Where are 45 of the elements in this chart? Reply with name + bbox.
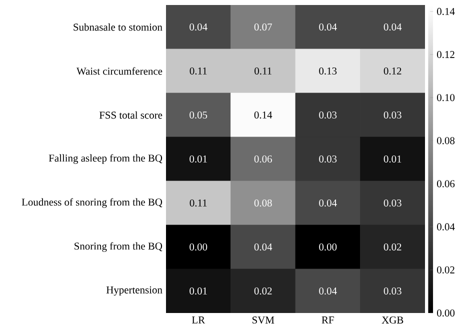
data-label: 0.11 [190, 199, 207, 207]
x-tick-label: LR [192, 316, 206, 324]
x-tick-label: RF [322, 316, 334, 324]
y-tick-label: Falling asleep from the BQ [48, 154, 162, 164]
data-label: 0.04 [190, 23, 208, 31]
data-label: 0.03 [384, 287, 402, 295]
color-bar-label: 0.00 [437, 309, 455, 317]
data-label: 0.04 [319, 23, 337, 31]
data-label: 0.04 [384, 23, 402, 31]
data-label: 0.01 [384, 155, 402, 163]
data-label: 0.03 [319, 155, 337, 163]
color-bar-label: 0.06 [437, 180, 455, 188]
color-bar-label: 0.08 [437, 137, 455, 144]
data-label: 0.13 [319, 67, 337, 75]
data-label: 0.04 [254, 243, 272, 251]
data-label: 0.06 [254, 155, 272, 163]
x-tick-label: SVM [252, 316, 274, 324]
color-bar-label: 0.10 [437, 94, 455, 102]
data-label: 0.02 [254, 287, 272, 295]
data-label: 0.00 [319, 243, 337, 251]
data-label: 0.12 [384, 67, 402, 75]
data-label: 0.00 [190, 243, 208, 251]
y-tick-label: Snoring from the BQ [74, 242, 162, 252]
data-label: 0.14 [254, 111, 272, 119]
y-tick-label: Loudness of snoring from the BQ [22, 198, 162, 208]
y-tick-label: Waist circumference [76, 67, 162, 75]
data-label: 0.05 [190, 111, 208, 119]
data-label: 0.11 [254, 67, 272, 75]
y-tick-label: Subnasale to stomion [74, 23, 162, 31]
x-tick-label: XGB [382, 316, 404, 324]
data-label: 0.11 [190, 67, 207, 75]
color-bar-label: 0.04 [437, 223, 455, 230]
data-label: 0.01 [190, 155, 207, 163]
data-label: 0.08 [254, 199, 272, 207]
color-bar-label: 0.14 [437, 8, 455, 16]
data-label: 0.02 [384, 243, 402, 251]
y-tick-label: Hypertension [106, 286, 162, 296]
y-tick-label: FSS total score [99, 111, 162, 119]
color-bar-label: 0.02 [437, 266, 454, 274]
data-label: 0.03 [319, 111, 337, 119]
data-label: 0.03 [384, 199, 402, 207]
data-label: 0.03 [384, 111, 402, 119]
data-label: 0.07 [254, 23, 272, 31]
color-bar-label: 0.12 [437, 50, 454, 58]
data-label: 0.04 [319, 199, 337, 207]
